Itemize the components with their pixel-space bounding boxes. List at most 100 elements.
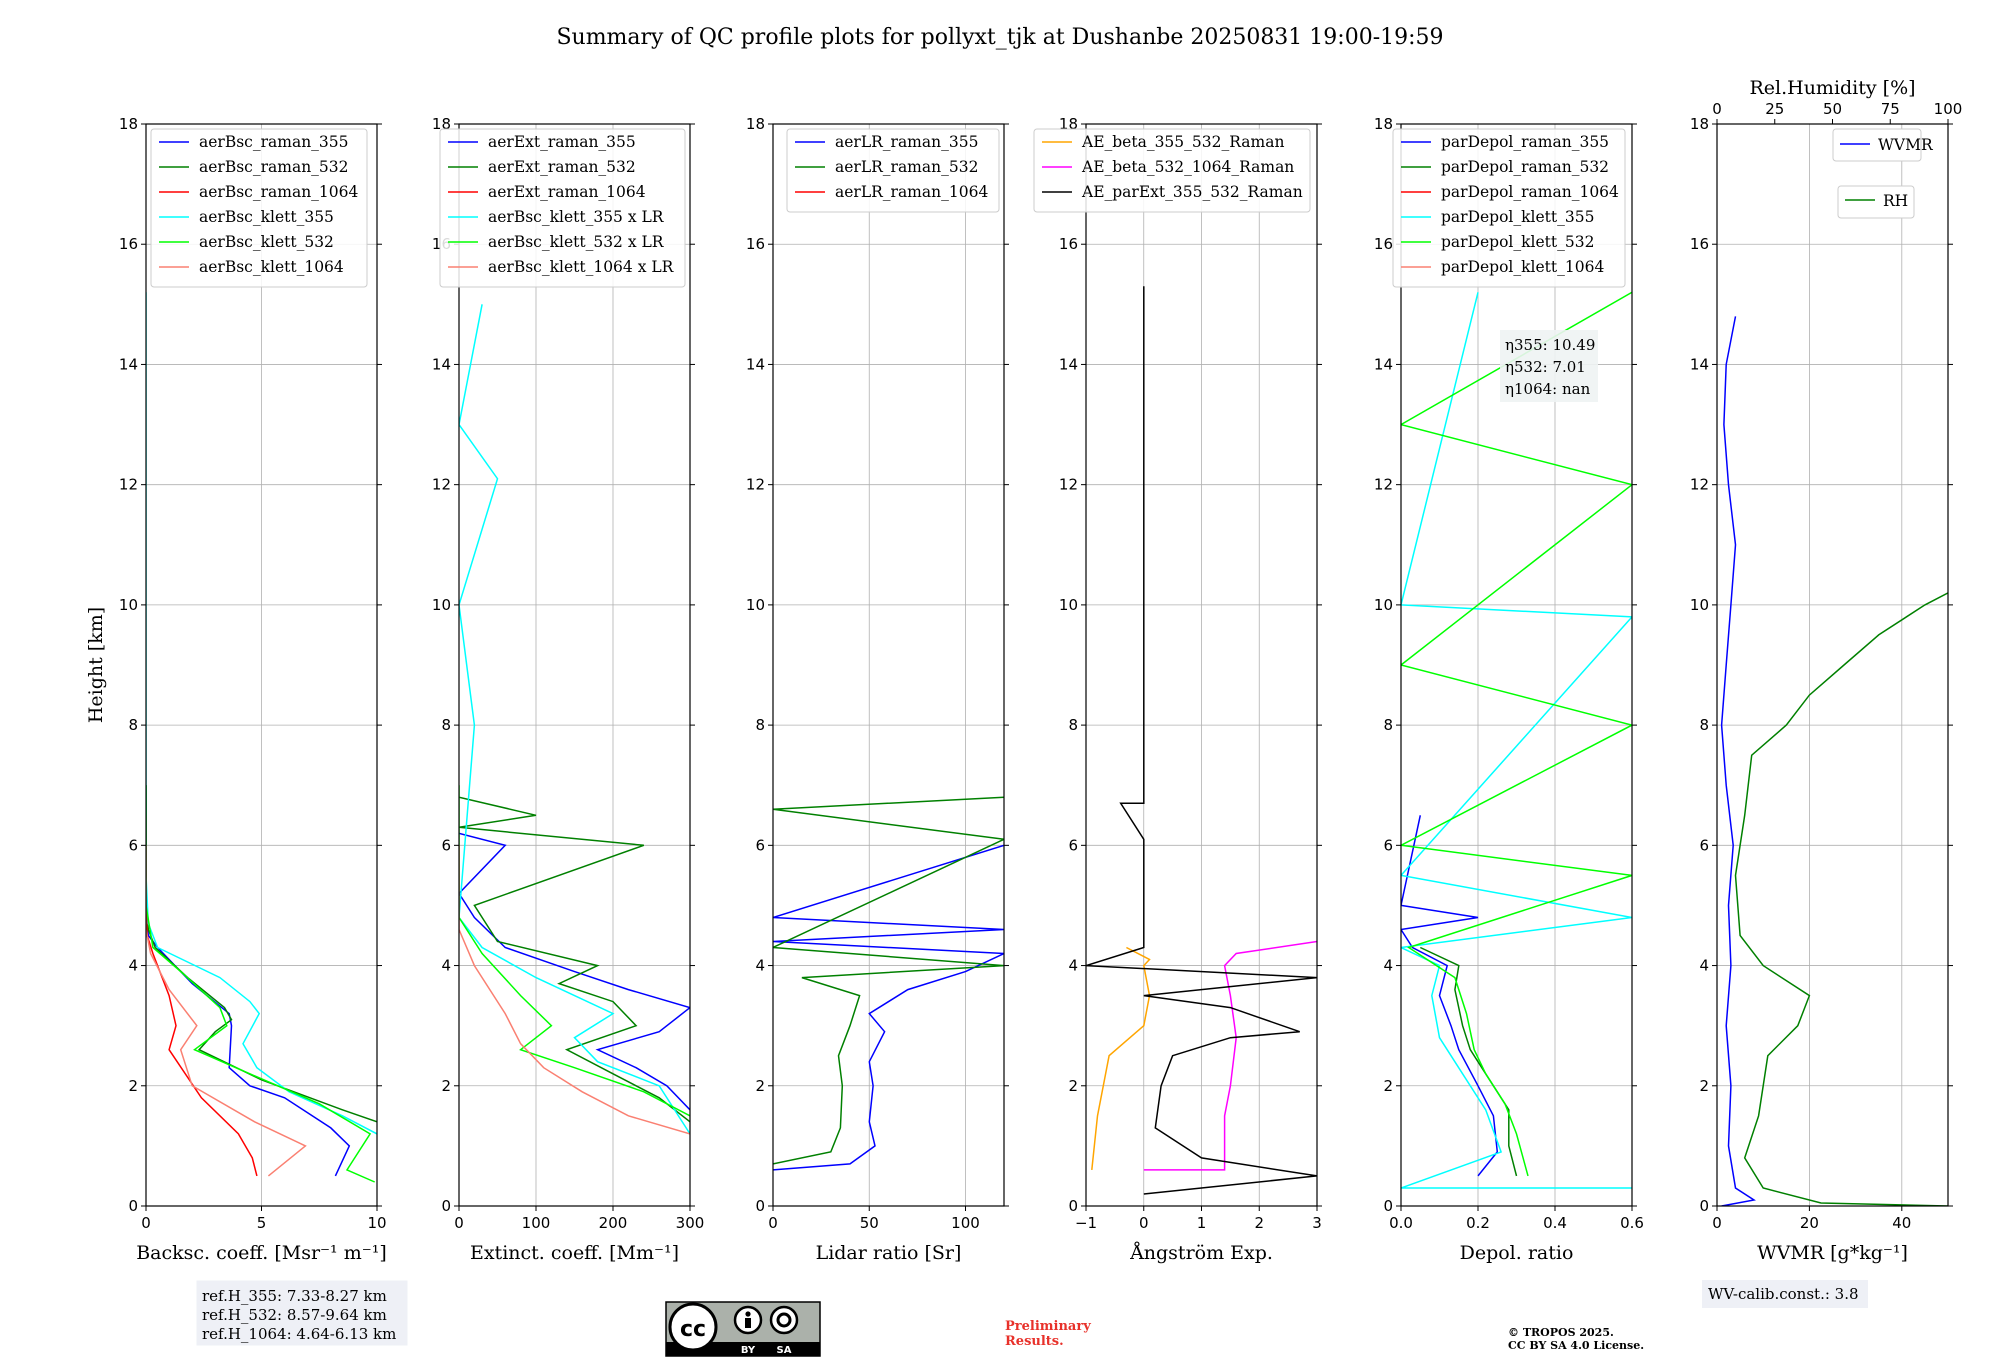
plot-frame [458, 123, 691, 1207]
y-tick-label: 16 [1690, 235, 1709, 253]
legend-label: AE_beta_355_532_Raman [1081, 133, 1284, 151]
legend: AE_beta_355_532_Raman AE_beta_532_1064_Ra… [1033, 128, 1311, 213]
x2-tick-label: 0 [1712, 100, 1722, 118]
x-axis-label: Backsc. coeff. [Msr⁻¹ m⁻¹] [136, 1242, 387, 1264]
y-tick-label: 8 [128, 716, 138, 734]
y-tick-label: 14 [432, 355, 451, 373]
series-line-aerBsc_klett_355 x LR [459, 304, 690, 1135]
y-tick-label: 12 [119, 476, 138, 494]
series-line-parDepol_raman_355 [1401, 815, 1499, 1177]
y-tick-label: 18 [1690, 115, 1709, 133]
series-line-aerBsc_klett_532 x LR [459, 785, 690, 1117]
x-axis-label: Depol. ratio [1460, 1242, 1574, 1264]
legend: parDepol_raman_355 parDepol_raman_532 parD… [1392, 128, 1626, 288]
plot-frame [772, 123, 1005, 1207]
legend-label: parDepol_raman_532 [1441, 158, 1609, 176]
legend: aerExt_raman_355 aerExt_raman_532 aerExt_r… [439, 128, 686, 288]
eta-value-1: η532: 7.01 [1505, 358, 1586, 376]
y-tick-label: 10 [1690, 596, 1709, 614]
y-tick-label: 2 [128, 1077, 138, 1095]
legend-label: RH [1883, 192, 1908, 210]
x-tick-label: 100 [522, 1214, 551, 1232]
legend: aerLR_raman_355 aerLR_raman_532 aerLR_rama… [786, 128, 1000, 213]
series-line-aerExt_raman_355 [459, 832, 690, 1111]
y-tick-label: 6 [441, 836, 451, 854]
y-tick-label: 0 [1068, 1197, 1078, 1215]
x-tick-label: 20 [1800, 1214, 1819, 1232]
legend-label: aerLR_raman_532 [835, 158, 978, 176]
series-line-parDepol_raman_532 [1419, 946, 1518, 1177]
y-tick-label: 2 [441, 1077, 451, 1095]
y-tick-label: 4 [1699, 957, 1709, 975]
y-tick-label: 8 [1068, 716, 1078, 734]
legend-box [439, 128, 686, 288]
sa-icon [769, 1305, 799, 1335]
legend-label: aerBsc_klett_1064 [199, 258, 344, 276]
legend-wvmr: WVMR [1832, 128, 1934, 162]
y-tick-label: 4 [1383, 957, 1393, 975]
y-tick-label: 14 [1374, 355, 1393, 373]
x-tick-label: 0 [1139, 1214, 1149, 1232]
cc-license-logo: cc BY SA [665, 1301, 821, 1357]
legend-label: aerLR_raman_1064 [835, 183, 988, 201]
x2-tick-label: 25 [1765, 100, 1784, 118]
legend-label: aerExt_raman_355 [488, 133, 636, 151]
y-tick-label: 12 [746, 476, 765, 494]
y-tick-label: 0 [1699, 1197, 1709, 1215]
y-tick-label: 16 [119, 235, 138, 253]
y-tick-label: 4 [128, 957, 138, 975]
series-line-aerExt_raman_532 [459, 796, 690, 1123]
x-tick-label: 50 [860, 1214, 879, 1232]
x-tick-label: 0.4 [1543, 1214, 1567, 1232]
x-tick-label: 5 [257, 1214, 267, 1232]
x-tick-label: 100 [951, 1214, 980, 1232]
series-group [773, 796, 1004, 1171]
panel-3: 0 2 4 6 8 10 12 14 16 18 0 50 100 Lidar ratio [Sr] aer… [746, 115, 1009, 1264]
series-line-aerBsc_klett_1064 [146, 845, 307, 1177]
legend-label: parDepol_klett_1064 [1441, 258, 1604, 276]
legend: aerBsc_raman_355 aerBsc_raman_532 aerBsc_r… [150, 128, 368, 288]
plot-frame [1400, 123, 1633, 1207]
plot-frame [1716, 123, 1949, 1207]
y-tick-label: 10 [746, 596, 765, 614]
y-tick-label: 6 [755, 836, 765, 854]
legend-label: aerBsc_klett_355 x LR [488, 208, 665, 226]
x-tick-label: 0 [1712, 1214, 1722, 1232]
legend-box [1837, 185, 1915, 219]
legend-label: aerBsc_klett_355 [199, 208, 334, 226]
series-line-AE_beta_355_532_Raman [1091, 946, 1151, 1170]
y-tick-label: 0 [128, 1197, 138, 1215]
preliminary-line-1: Preliminary [1005, 1319, 1091, 1334]
series-line-AE_parExt_355_532_Raman [1086, 286, 1317, 1195]
series-group [1086, 286, 1317, 1195]
x-tick-label: 0.0 [1389, 1214, 1413, 1232]
series-line-aerBsc_raman_1064 [146, 815, 258, 1177]
ref-height-1064: ref.H_1064: 4.64-6.13 km [202, 1325, 396, 1343]
y-tick-label: 4 [1068, 957, 1078, 975]
legend-label: aerExt_raman_532 [488, 158, 636, 176]
x-tick-label: 300 [676, 1214, 705, 1232]
series-line-parDepol_klett_355 [1401, 292, 1632, 1189]
x-tick-label: 0 [768, 1214, 778, 1232]
y-tick-label: 0 [755, 1197, 765, 1215]
x-tick-label: 0.2 [1466, 1214, 1490, 1232]
copyright-line-2: CC BY SA 4.0 License. [1508, 1339, 1644, 1352]
y-tick-label: 0 [441, 1197, 451, 1215]
figure-title: Summary of QC profile plots for pollyxt_… [556, 25, 1443, 50]
series-group [459, 304, 690, 1135]
x-tick-label: 1 [1197, 1214, 1207, 1232]
x-axis-label: Extinct. coeff. [Mm⁻¹] [470, 1242, 679, 1264]
y-tick-label: 8 [1699, 716, 1709, 734]
legend-box [1392, 128, 1626, 288]
x2-tick-label: 100 [1934, 100, 1963, 118]
wv-calib-box: WV-calib.const.: 3.8 [1702, 1280, 1868, 1308]
x-axis-label: WVMR [g*kg⁻¹] [1757, 1242, 1908, 1264]
legend-label: aerLR_raman_355 [835, 133, 978, 151]
series-line-aerBsc_klett_1064 x LR [459, 845, 690, 1135]
legend-label: parDepol_klett_355 [1441, 208, 1594, 226]
y-tick-label: 2 [1699, 1077, 1709, 1095]
x-axis-label: Ångström Exp. [1129, 1242, 1273, 1264]
cc-icon: cc [680, 1317, 706, 1342]
